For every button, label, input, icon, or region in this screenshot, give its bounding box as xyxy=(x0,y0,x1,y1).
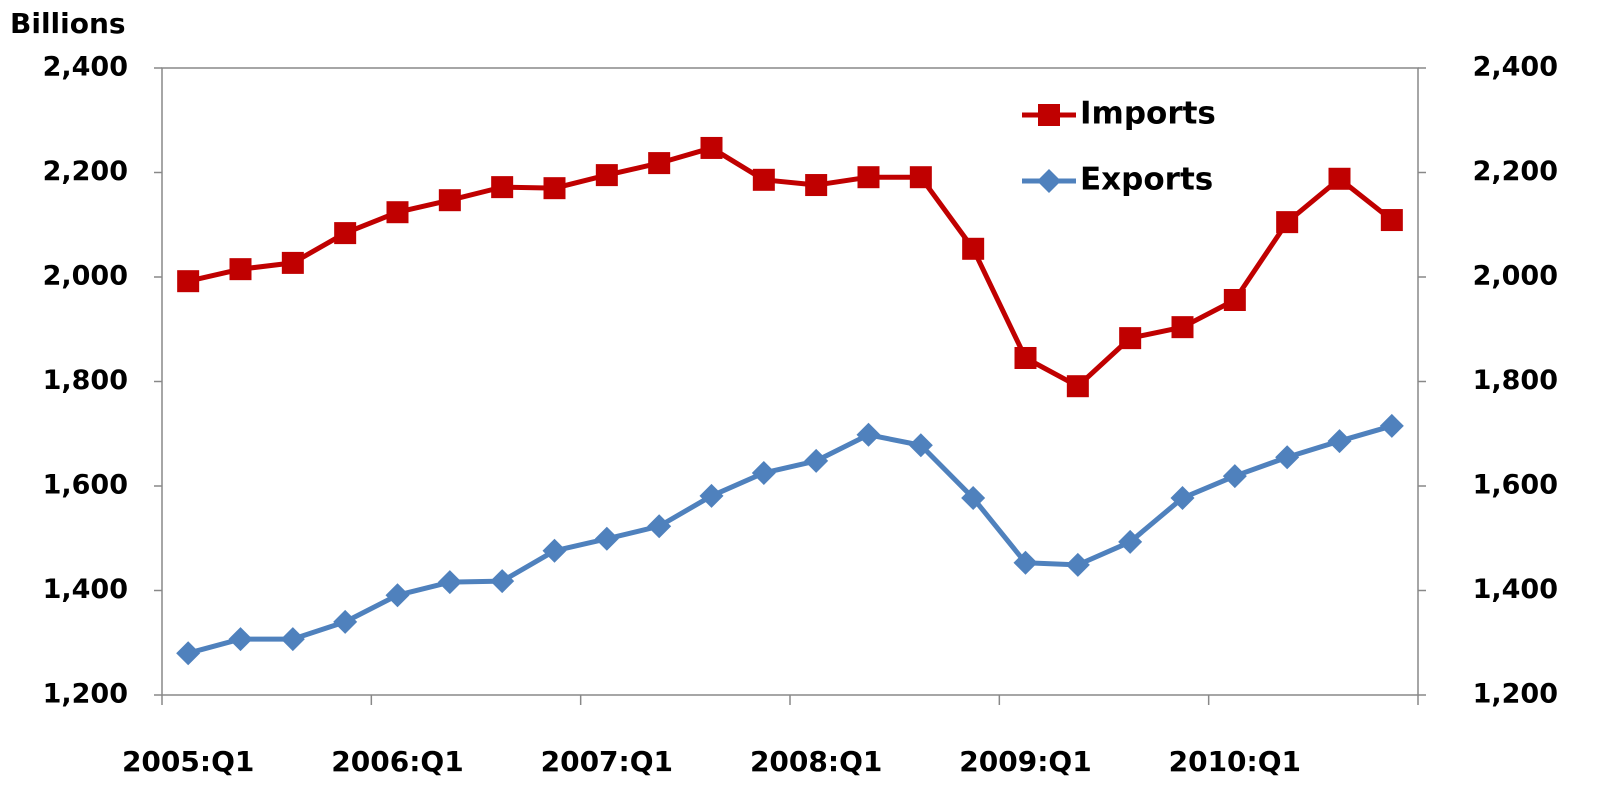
data-point xyxy=(1066,375,1089,398)
data-point xyxy=(1013,550,1038,575)
data-point xyxy=(490,569,515,594)
data-point xyxy=(1276,211,1299,234)
y-tick-label: 2,000 xyxy=(43,261,128,292)
data-point xyxy=(1379,413,1404,438)
y-axis-label: Billions xyxy=(10,7,126,40)
y-tick-label: 1,600 xyxy=(43,470,128,501)
x-tick-label: 2009:Q1 xyxy=(959,745,1091,778)
y-tick-label: 2,200 xyxy=(43,156,128,187)
x-tick-label: 2006:Q1 xyxy=(331,745,463,778)
series xyxy=(177,136,1403,398)
data-point xyxy=(804,448,829,473)
x-tick-label: 2007:Q1 xyxy=(541,745,673,778)
data-point xyxy=(648,152,671,175)
y2-tick-label: 1,600 xyxy=(1473,470,1558,501)
plot-frame xyxy=(161,67,1419,696)
data-point xyxy=(176,641,201,666)
data-point xyxy=(805,174,828,197)
data-point xyxy=(1118,529,1143,554)
legend-marker xyxy=(1037,169,1061,193)
data-point xyxy=(334,222,357,245)
series xyxy=(176,413,1404,666)
y2-tick-label: 1,200 xyxy=(1473,679,1558,710)
y2-tick-label: 1,400 xyxy=(1473,574,1558,605)
data-point xyxy=(752,168,775,191)
data-point xyxy=(543,177,566,200)
y-tick-label: 1,400 xyxy=(43,574,128,605)
y-tick-label: 2,400 xyxy=(43,52,128,83)
data-point xyxy=(1222,464,1247,489)
y2-tick-label: 2,200 xyxy=(1473,156,1558,187)
data-point xyxy=(962,237,985,260)
y2-tick-label: 2,400 xyxy=(1473,52,1558,83)
data-point xyxy=(751,460,776,485)
data-point xyxy=(961,486,986,511)
data-point xyxy=(1119,327,1142,350)
data-point xyxy=(1327,429,1352,454)
data-point xyxy=(909,166,932,189)
y-tick-label: 1,200 xyxy=(43,679,128,710)
data-point xyxy=(1223,288,1246,311)
data-point xyxy=(437,570,462,595)
y-tick-label: 1,800 xyxy=(43,365,128,396)
data-point xyxy=(280,627,305,652)
data-point xyxy=(595,164,618,187)
data-point xyxy=(700,136,723,159)
x-tick-label: 2010:Q1 xyxy=(1169,745,1301,778)
data-point xyxy=(177,270,200,293)
x-tick-label: 2008:Q1 xyxy=(750,745,882,778)
series-line xyxy=(187,423,1393,656)
data-point xyxy=(594,526,619,551)
data-point xyxy=(386,201,409,224)
data-point xyxy=(1380,209,1403,232)
data-point xyxy=(438,189,461,212)
data-point xyxy=(857,166,880,189)
data-point xyxy=(908,433,933,458)
data-point xyxy=(856,422,881,447)
data-point xyxy=(385,583,410,608)
data-point xyxy=(229,258,252,281)
data-point xyxy=(647,514,672,539)
data-point xyxy=(1170,486,1195,511)
legend-label: Exports xyxy=(1080,162,1213,198)
data-point xyxy=(491,176,514,199)
x-tick-label: 2005:Q1 xyxy=(122,745,254,778)
data-point xyxy=(281,251,304,274)
legend-marker xyxy=(1038,104,1060,126)
data-point xyxy=(1275,445,1300,470)
data-point xyxy=(699,483,724,508)
data-point xyxy=(1171,316,1194,339)
y2-tick-label: 1,800 xyxy=(1473,365,1558,396)
data-point xyxy=(228,627,253,652)
legend-label: Imports xyxy=(1080,96,1216,132)
data-point xyxy=(1014,346,1037,369)
data-point xyxy=(542,538,567,563)
data-point xyxy=(333,609,358,634)
y2-tick-label: 2,000 xyxy=(1473,261,1558,292)
data-point xyxy=(1328,167,1351,190)
data-point xyxy=(1065,552,1090,577)
